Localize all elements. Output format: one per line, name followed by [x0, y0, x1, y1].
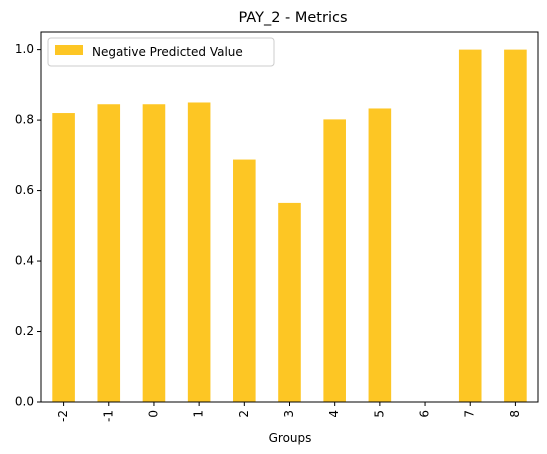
bar-2 — [233, 159, 256, 402]
y-tick-label: 0.4 — [15, 254, 34, 268]
plot-frame — [40, 31, 539, 403]
legend-label: Negative Predicted Value — [92, 45, 243, 59]
legend-swatch — [55, 45, 83, 55]
y-tick-label: 0.0 — [15, 395, 34, 409]
y-tick-label: 0.6 — [15, 183, 34, 197]
x-tick-label: -2 — [56, 410, 70, 422]
x-axis-title: Groups — [269, 431, 312, 445]
bar-5 — [368, 108, 392, 402]
legend: Negative Predicted Value — [47, 37, 275, 67]
y-tick-label: 0.8 — [15, 113, 34, 127]
x-tick-label: 3 — [282, 410, 296, 418]
x-tick-label: -1 — [101, 410, 115, 422]
x-tick-label: 5 — [372, 410, 386, 418]
bar--1 — [97, 104, 121, 403]
bar-4 — [323, 119, 346, 402]
bar-7 — [458, 49, 482, 403]
bar-0 — [142, 104, 166, 403]
x-tick-label: 2 — [237, 410, 251, 418]
bar-8 — [504, 49, 527, 403]
x-tick-label: 1 — [192, 410, 206, 418]
bar-1 — [187, 102, 211, 402]
x-tick-label: 7 — [463, 410, 477, 418]
bar--2 — [52, 113, 75, 403]
x-tick-label: 6 — [418, 410, 432, 418]
y-tick-label: 1.0 — [15, 42, 34, 56]
chart-title: PAY_2 - Metrics — [238, 10, 347, 26]
x-tick-label: 0 — [146, 410, 160, 418]
legend-box — [47, 37, 275, 67]
x-axis: -2 -1 0 1 2 3 4 5 6 7 8 — [56, 402, 522, 422]
bar-3 — [278, 202, 301, 402]
x-tick-label: 4 — [327, 410, 341, 418]
x-tick-label: 8 — [508, 410, 522, 418]
y-axis: 0.0 0.2 0.4 0.6 0.8 1.0 — [15, 42, 41, 409]
bars-group — [52, 49, 527, 403]
y-tick-label: 0.2 — [15, 324, 34, 338]
